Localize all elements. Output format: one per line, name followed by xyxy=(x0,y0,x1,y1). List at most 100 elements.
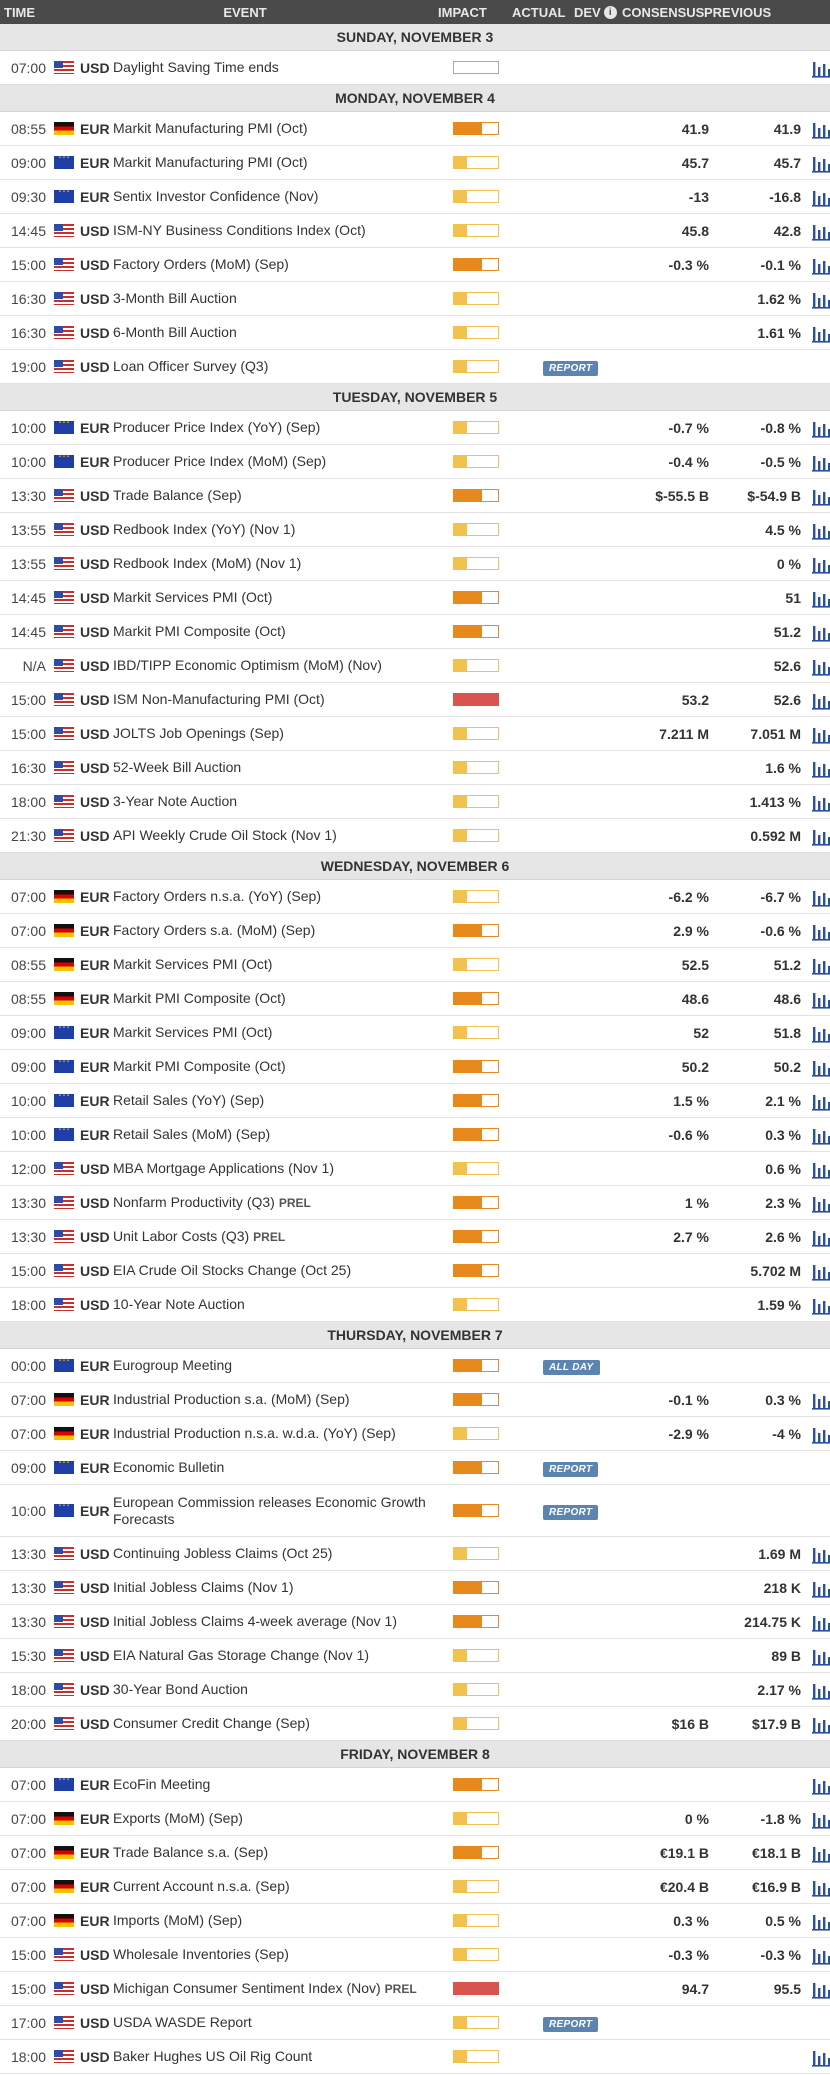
event-name[interactable]: Industrial Production s.a. (MoM) (Sep) xyxy=(113,1391,453,1408)
event-row[interactable]: 08:55 EUR Markit Services PMI (Oct) 52.5 51.… xyxy=(0,948,830,982)
event-name-text[interactable]: MBA Mortgage Applications (Nov 1) xyxy=(113,1160,334,1176)
event-name-text[interactable]: Markit Services PMI (Oct) xyxy=(113,589,273,605)
event-row[interactable]: 18:00 USD 10-Year Note Auction 1.59 % xyxy=(0,1288,830,1322)
event-row[interactable]: 18:00 USD 3-Year Note Auction 1.413 % xyxy=(0,785,830,819)
event-name[interactable]: Michigan Consumer Sentiment Index (Nov) P… xyxy=(113,1980,453,1998)
chart-icon[interactable] xyxy=(811,1646,830,1666)
event-name-text[interactable]: Markit Manufacturing PMI (Oct) xyxy=(113,154,308,170)
event-row[interactable]: 15:30 USD EIA Natural Gas Storage Change (… xyxy=(0,1639,830,1673)
event-name[interactable]: Continuing Jobless Claims (Oct 25) xyxy=(113,1545,453,1562)
event-row[interactable]: 13:55 USD Redbook Index (YoY) (Nov 1) 4.5 % xyxy=(0,513,830,547)
event-row[interactable]: 13:55 USD Redbook Index (MoM) (Nov 1) 0 % xyxy=(0,547,830,581)
badge[interactable]: REPORT xyxy=(543,2016,599,2032)
event-name[interactable]: Redbook Index (YoY) (Nov 1) xyxy=(113,521,453,538)
chart-icon[interactable] xyxy=(811,1159,830,1179)
event-name-text[interactable]: Initial Jobless Claims 4-week average (N… xyxy=(113,1613,397,1629)
event-name-text[interactable]: EIA Crude Oil Stocks Change (Oct 25) xyxy=(113,1262,352,1278)
chart-icon[interactable] xyxy=(811,1877,830,1897)
event-row[interactable]: 16:30 USD 52-Week Bill Auction 1.6 % xyxy=(0,751,830,785)
chart-icon[interactable] xyxy=(811,1544,830,1564)
chart-icon[interactable] xyxy=(811,1809,830,1829)
event-row[interactable]: 15:00 USD EIA Crude Oil Stocks Change (Oct… xyxy=(0,1254,830,1288)
event-name[interactable]: Trade Balance (Sep) xyxy=(113,487,453,504)
chart-icon[interactable] xyxy=(811,1843,830,1863)
event-name[interactable]: Redbook Index (MoM) (Nov 1) xyxy=(113,555,453,572)
event-row[interactable]: N/A USD IBD/TIPP Economic Optimism (MoM) (… xyxy=(0,649,830,683)
event-row[interactable]: 16:30 USD 3-Month Bill Auction 1.62 % xyxy=(0,282,830,316)
event-name-text[interactable]: Producer Price Index (MoM) (Sep) xyxy=(113,453,327,469)
event-name[interactable]: Loan Officer Survey (Q3) xyxy=(113,358,453,375)
chart-icon[interactable] xyxy=(811,2047,830,2067)
event-name[interactable]: Imports (MoM) (Sep) xyxy=(113,1912,453,1929)
event-row[interactable]: 12:00 USD MBA Mortgage Applications (Nov 1… xyxy=(0,1152,830,1186)
event-name-text[interactable]: IBD/TIPP Economic Optimism (MoM) (Nov) xyxy=(113,657,382,673)
chart-icon[interactable] xyxy=(811,1578,830,1598)
event-row[interactable]: 07:00 EUR Trade Balance s.a. (Sep) €19.1 B €… xyxy=(0,1836,830,1870)
event-name-text[interactable]: 3-Month Bill Auction xyxy=(113,290,237,306)
event-name[interactable]: Markit Services PMI (Oct) xyxy=(113,1024,453,1041)
event-name-text[interactable]: Wholesale Inventories (Sep) xyxy=(113,1946,289,1962)
event-name[interactable]: Markit Manufacturing PMI (Oct) xyxy=(113,154,453,171)
chart-icon[interactable] xyxy=(811,1091,830,1111)
event-row[interactable]: 08:55 EUR Markit PMI Composite (Oct) 48.6 48… xyxy=(0,982,830,1016)
event-name[interactable]: Retail Sales (YoY) (Sep) xyxy=(113,1092,453,1109)
chart-icon[interactable] xyxy=(811,1979,830,1999)
event-name-text[interactable]: Trade Balance s.a. (Sep) xyxy=(113,1844,269,1860)
event-name[interactable]: Markit Manufacturing PMI (Oct) xyxy=(113,120,453,137)
event-name-text[interactable]: JOLTS Job Openings (Sep) xyxy=(113,725,284,741)
event-name[interactable]: Consumer Credit Change (Sep) xyxy=(113,1715,453,1732)
event-name-text[interactable]: Markit PMI Composite (Oct) xyxy=(113,623,286,639)
event-row[interactable]: 15:00 USD ISM Non-Manufacturing PMI (Oct) 5… xyxy=(0,683,830,717)
event-name-text[interactable]: Factory Orders s.a. (MoM) (Sep) xyxy=(113,922,316,938)
event-name[interactable]: Markit PMI Composite (Oct) xyxy=(113,1058,453,1075)
chart-icon[interactable] xyxy=(811,119,830,139)
chart-icon[interactable] xyxy=(811,1775,830,1795)
chart-icon[interactable] xyxy=(811,452,830,472)
chart-icon[interactable] xyxy=(811,1911,830,1931)
event-name-text[interactable]: Redbook Index (YoY) (Nov 1) xyxy=(113,521,296,537)
event-name[interactable]: Industrial Production n.s.a. w.d.a. (YoY… xyxy=(113,1425,453,1442)
event-name[interactable]: Sentix Investor Confidence (Nov) xyxy=(113,188,453,205)
event-name[interactable]: Exports (MoM) (Sep) xyxy=(113,1810,453,1827)
event-name-text[interactable]: Industrial Production s.a. (MoM) (Sep) xyxy=(113,1391,350,1407)
event-name-text[interactable]: 10-Year Note Auction xyxy=(113,1296,245,1312)
event-row[interactable]: 14:45 USD Markit Services PMI (Oct) 51 xyxy=(0,581,830,615)
event-name-text[interactable]: ISM-NY Business Conditions Index (Oct) xyxy=(113,222,366,238)
event-row[interactable]: 07:00 EUR Industrial Production s.a. (MoM)… xyxy=(0,1383,830,1417)
event-row[interactable]: 07:00 EUR Imports (MoM) (Sep) 0.3 % 0.5 % xyxy=(0,1904,830,1938)
chart-icon[interactable] xyxy=(811,1612,830,1632)
event-row[interactable]: 07:00 EUR Exports (MoM) (Sep) 0 % -1.8 % xyxy=(0,1802,830,1836)
event-row[interactable]: 08:55 EUR Markit Manufacturing PMI (Oct) 41… xyxy=(0,112,830,146)
event-row[interactable]: 15:00 USD Wholesale Inventories (Sep) -0.3 … xyxy=(0,1938,830,1972)
event-name-text[interactable]: Loan Officer Survey (Q3) xyxy=(113,358,269,374)
badge[interactable]: REPORT xyxy=(543,1504,599,1520)
event-name-text[interactable]: API Weekly Crude Oil Stock (Nov 1) xyxy=(113,827,337,843)
chart-icon[interactable] xyxy=(811,289,830,309)
header-time[interactable]: TIME xyxy=(4,4,36,20)
chart-icon[interactable] xyxy=(811,792,830,812)
event-name[interactable]: Markit PMI Composite (Oct) xyxy=(113,990,453,1007)
event-name[interactable]: ISM Non-Manufacturing PMI (Oct) xyxy=(113,691,453,708)
event-name[interactable]: API Weekly Crude Oil Stock (Nov 1) xyxy=(113,827,453,844)
event-name[interactable]: EIA Natural Gas Storage Change (Nov 1) xyxy=(113,1647,453,1664)
event-row[interactable]: 07:00 EUR Factory Orders s.a. (MoM) (Sep) 2… xyxy=(0,914,830,948)
chart-icon[interactable] xyxy=(811,323,830,343)
event-name-text[interactable]: Redbook Index (MoM) (Nov 1) xyxy=(113,555,302,571)
event-name[interactable]: EIA Crude Oil Stocks Change (Oct 25) xyxy=(113,1262,453,1279)
header-consensus[interactable]: CONSENSUS xyxy=(622,4,705,20)
chart-icon[interactable] xyxy=(811,1057,830,1077)
chart-icon[interactable] xyxy=(811,955,830,975)
chart-icon[interactable] xyxy=(811,221,830,241)
event-name-text[interactable]: Baker Hughes US Oil Rig Count xyxy=(113,2048,313,2064)
event-name[interactable]: Factory Orders n.s.a. (YoY) (Sep) xyxy=(113,888,453,905)
event-name[interactable]: Producer Price Index (YoY) (Sep) xyxy=(113,419,453,436)
